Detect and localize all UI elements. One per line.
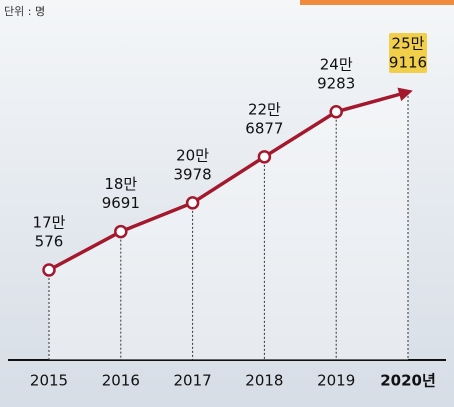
value-label: 9691 [102, 194, 140, 212]
value-label: 18만 [104, 175, 137, 193]
line [48, 90, 409, 272]
x-tick-label: 2019 [317, 372, 355, 390]
point [114, 224, 128, 239]
unit-label: 단위 : 명 [4, 5, 45, 18]
point [329, 105, 343, 119]
arrow-head [397, 87, 413, 102]
value-label: 22만 [248, 100, 281, 118]
value-label: 9116 [389, 54, 427, 72]
value-label: 9283 [317, 74, 355, 92]
point [185, 196, 200, 210]
value-label: 3978 [174, 165, 212, 183]
value-label: 25만 [392, 35, 425, 53]
x-tick-label: 2018 [245, 372, 283, 390]
value-label: 17만 [33, 214, 66, 232]
point [42, 263, 56, 277]
value-label: 20만 [176, 146, 209, 164]
point [257, 150, 272, 164]
x-tick-label: 2017 [174, 372, 212, 390]
x-tick-label: 2015 [30, 372, 68, 390]
x-tick-label: 2016 [102, 372, 140, 390]
value-label: 576 [35, 233, 64, 251]
label-highlight [389, 33, 427, 73]
value-label: 24만 [320, 55, 353, 73]
top-strip [300, 0, 454, 5]
x-tick-label: 2020년 [380, 372, 436, 390]
area [49, 92, 408, 360]
value-label: 6877 [245, 119, 283, 137]
